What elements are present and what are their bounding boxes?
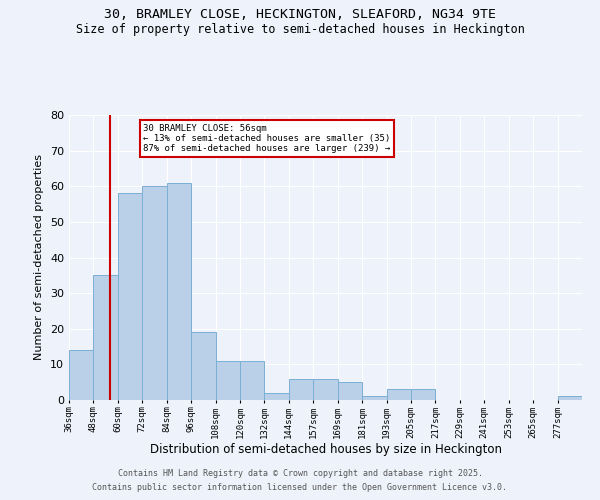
Bar — [557, 396, 582, 400]
Text: 30 BRAMLEY CLOSE: 56sqm
← 13% of semi-detached houses are smaller (35)
87% of se: 30 BRAMLEY CLOSE: 56sqm ← 13% of semi-de… — [143, 124, 391, 154]
Bar — [167, 182, 191, 400]
X-axis label: Distribution of semi-detached houses by size in Heckington: Distribution of semi-detached houses by … — [149, 444, 502, 456]
Text: 30, BRAMLEY CLOSE, HECKINGTON, SLEAFORD, NG34 9TE: 30, BRAMLEY CLOSE, HECKINGTON, SLEAFORD,… — [104, 8, 496, 20]
Text: Contains public sector information licensed under the Open Government Licence v3: Contains public sector information licen… — [92, 484, 508, 492]
Bar — [265, 393, 289, 400]
Text: Contains HM Land Registry data © Crown copyright and database right 2025.: Contains HM Land Registry data © Crown c… — [118, 468, 482, 477]
Bar — [142, 186, 167, 400]
Text: Size of property relative to semi-detached houses in Heckington: Size of property relative to semi-detach… — [76, 22, 524, 36]
Bar — [386, 390, 411, 400]
Y-axis label: Number of semi-detached properties: Number of semi-detached properties — [34, 154, 44, 360]
Bar — [411, 390, 436, 400]
Bar — [118, 194, 142, 400]
Bar — [362, 396, 386, 400]
Bar — [215, 361, 240, 400]
Bar — [313, 378, 338, 400]
Bar — [289, 378, 313, 400]
Bar — [94, 276, 118, 400]
Bar — [338, 382, 362, 400]
Bar — [240, 361, 265, 400]
Bar — [69, 350, 94, 400]
Bar — [191, 332, 215, 400]
